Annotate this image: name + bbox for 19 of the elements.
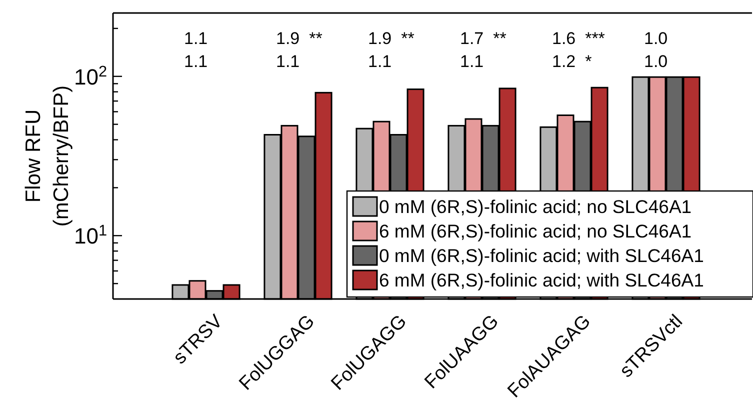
annotation: 1.6 *** xyxy=(552,29,606,48)
annotation: 1.0 xyxy=(644,29,668,48)
legend-label: 6 mM (6R,S)-folinic acid; no SLC46A1 xyxy=(379,220,692,242)
annotation: 1.9 ** xyxy=(368,29,415,48)
y-axis-title: Flow RFU (mCherry/BFP) xyxy=(22,85,73,227)
annotation: 1.1 xyxy=(184,52,208,71)
legend-label: 0 mM (6R,S)-folinic acid; with SLC46A1 xyxy=(379,245,704,266)
annotation: 1.0 xyxy=(644,52,668,71)
annotation: 1.1 xyxy=(460,52,484,71)
legend-label: 6 mM (6R,S)-folinic acid; with SLC46A1 xyxy=(379,270,704,290)
annotation: 1.1 xyxy=(184,29,208,48)
legend-label: 0 mM (6R,S)-folinic acid; no SLC46A1 xyxy=(379,196,692,217)
annotation: 1.7 ** xyxy=(460,29,507,48)
y-tick-label: 10$^{1}$ xyxy=(74,222,107,249)
annotation: 1.1 xyxy=(276,52,300,71)
annotation: 1.1 xyxy=(368,52,392,71)
annotation: 1.9 ** xyxy=(276,29,323,48)
y-tick-label: 10$^{2}$ xyxy=(74,62,107,90)
annotation: 1.2 * xyxy=(552,52,592,71)
